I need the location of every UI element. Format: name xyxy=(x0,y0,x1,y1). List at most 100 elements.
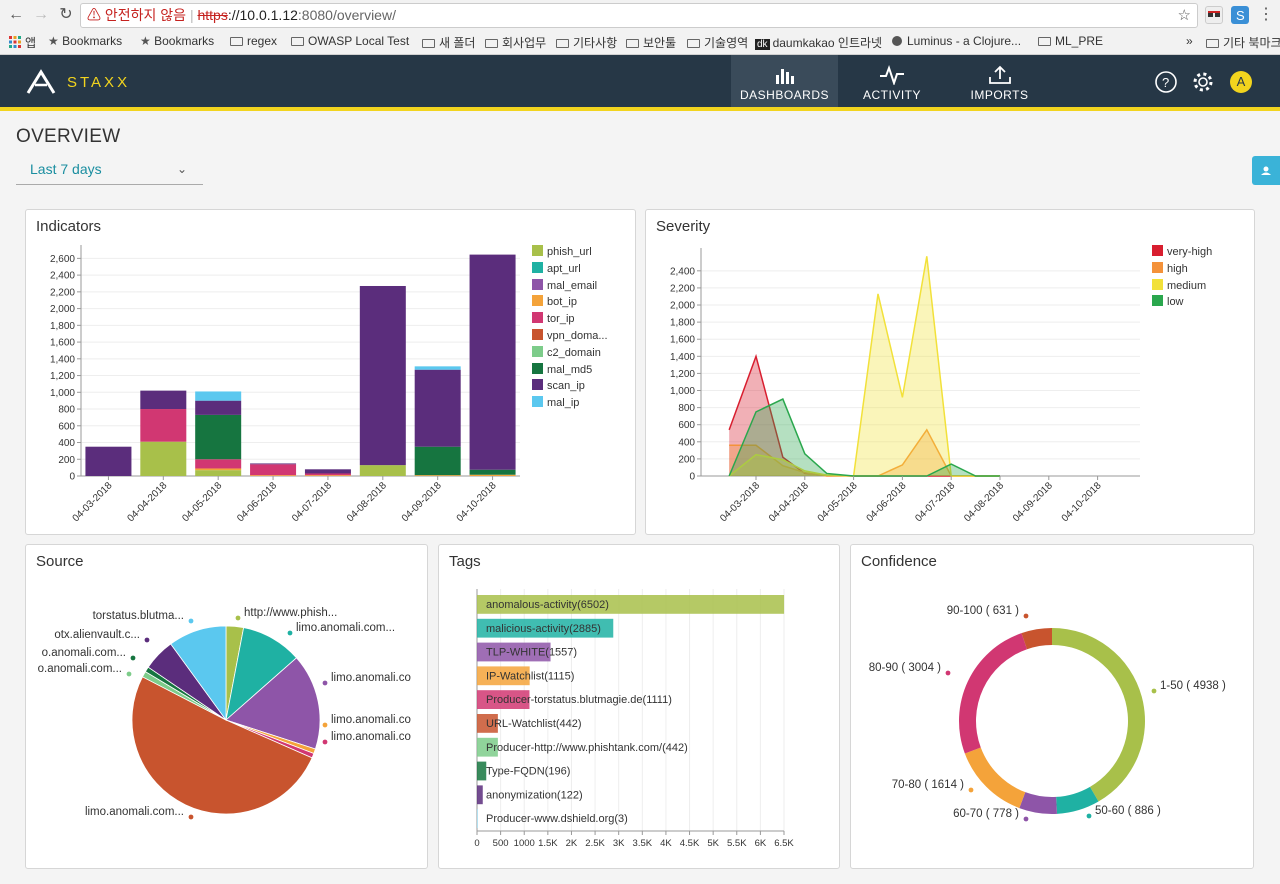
nav-activity[interactable]: ACTIVITY xyxy=(840,55,944,107)
legend-label: mal_md5 xyxy=(547,363,593,376)
bookmark-star-icon[interactable]: ☆ xyxy=(1177,7,1191,24)
bookmarks-bar: 앱 ★ Bookmarks ★ Bookmarks regex OWASP Lo… xyxy=(0,31,1280,53)
folder-icon xyxy=(556,39,569,48)
legend-item[interactable]: very-high xyxy=(1152,245,1212,258)
pie-slice xyxy=(131,676,313,815)
reload-icon[interactable]: ↻ xyxy=(59,6,73,23)
bookmark-label: 새 폴더 xyxy=(439,36,476,50)
x-tick-label: 5K xyxy=(707,838,719,849)
tag-label: anomalous-activity(6502) xyxy=(486,599,609,611)
legend-item[interactable]: mal_ip xyxy=(532,396,579,409)
date-range-select[interactable]: Last 7 days ⌄ xyxy=(16,155,203,185)
bookmark-folder[interactable]: 기술영역 xyxy=(687,34,748,51)
bar-segment xyxy=(359,465,406,476)
app-header: STAXX DASHBOARDS ACTIVITY IMPORTS ? A xyxy=(0,55,1280,111)
legend-item[interactable]: c2_domain xyxy=(532,345,601,359)
nav-dashboards[interactable]: DASHBOARDS xyxy=(731,55,838,107)
other-bookmarks[interactable]: 기타 북마크 xyxy=(1206,34,1280,51)
url-host: ://10.0.1.12 xyxy=(227,7,298,23)
x-tick-label: 04-03-2018 xyxy=(718,480,762,524)
bookmark-folder[interactable]: OWASP Local Test xyxy=(291,34,409,48)
bar-segment xyxy=(469,474,516,476)
folder-icon xyxy=(1206,39,1219,48)
x-tick-label: 04-06-2018 xyxy=(235,480,279,524)
bar-segment xyxy=(304,469,351,474)
warning-icon[interactable]: ⚠ xyxy=(87,7,101,23)
bookmark-folder[interactable]: 기타사항 xyxy=(556,34,617,51)
bookmark-folder[interactable]: 보안툴 xyxy=(626,34,676,51)
y-tick-label: 2,400 xyxy=(50,271,75,282)
tag-bar xyxy=(477,737,498,757)
bookmark-folder[interactable]: 회사업무 xyxy=(485,34,546,51)
bookmark-folder[interactable]: regex xyxy=(230,34,277,48)
side-panel-toggle[interactable] xyxy=(1252,156,1280,185)
legend-item[interactable]: low xyxy=(1152,295,1184,308)
label-dot xyxy=(126,671,132,677)
menu-icon[interactable]: ⋮ xyxy=(1258,6,1274,23)
x-tick-label: 5.5K xyxy=(727,838,747,849)
tag-bar xyxy=(477,809,478,828)
label-dot xyxy=(945,670,951,676)
bookmark-item[interactable]: dk daumkakao 인트라넷 xyxy=(755,34,882,51)
bookmark-item[interactable]: ★ Bookmarks xyxy=(48,34,122,48)
extension-icon[interactable] xyxy=(1205,6,1223,24)
legend-item[interactable]: vpn_doma... xyxy=(532,329,608,342)
confidence-panel: Confidence 1-50 ( 4938 ) 50-60 ( 886 ) 60-… xyxy=(850,544,1254,869)
slice-label: limo.anomali.co xyxy=(331,714,411,726)
y-tick-label: 1,600 xyxy=(50,338,75,349)
chevron-down-icon: ⌄ xyxy=(176,162,187,176)
label-dot xyxy=(322,739,328,745)
staxx-logo-icon[interactable] xyxy=(26,69,56,95)
brand-name[interactable]: STAXX xyxy=(67,74,131,91)
legend-item[interactable]: mal_md5 xyxy=(532,362,593,376)
bookmark-folder[interactable]: 새 폴더 xyxy=(422,34,475,51)
tag-label: Producer-http://www.phishtank.com/(442) xyxy=(486,742,688,754)
nav-imports[interactable]: IMPORTS xyxy=(946,55,1053,107)
tag-bar xyxy=(477,761,487,781)
avatar[interactable]: A xyxy=(1230,71,1252,93)
forward-icon[interactable]: → xyxy=(33,6,49,23)
legend-item[interactable]: phish_url xyxy=(532,245,592,258)
legend-item[interactable]: tor_ip xyxy=(532,312,575,325)
x-tick-label: 3K xyxy=(613,838,625,849)
tags-chart: 0 500 1000 1.5K 2K 2.5K 3K 3.5K 4K 4.5K 5K 5.5K 6K 6.… xyxy=(474,589,794,849)
extension-s-icon[interactable]: S xyxy=(1231,6,1249,24)
bookmark-item[interactable]: Luminus - a Clojure... xyxy=(892,34,1021,48)
label-dot xyxy=(968,787,974,793)
legend-item[interactable]: bot_ip xyxy=(532,295,577,308)
bar-segment xyxy=(195,459,242,469)
user-icon xyxy=(1261,166,1271,175)
legend-item[interactable]: high xyxy=(1152,261,1188,275)
donut-slice xyxy=(964,747,1026,809)
y-tick-label: 600 xyxy=(678,420,695,431)
bookmark-apps[interactable]: 앱 xyxy=(9,34,36,51)
bookmarks-overflow[interactable]: » xyxy=(1186,34,1193,48)
legend-item[interactable]: mal_email xyxy=(532,278,597,292)
help-icon[interactable]: ? xyxy=(1155,71,1177,93)
tag-bar xyxy=(477,595,785,614)
indicators-panel: Indicators 0 200 400 600 800 1,000 1,200 1,400 1… xyxy=(25,209,636,535)
x-tick-label: 04-04-2018 xyxy=(767,480,811,524)
legend-item[interactable]: apt_url xyxy=(532,261,581,275)
folder-icon xyxy=(687,39,700,48)
bookmark-folder[interactable]: ML_PRE xyxy=(1038,34,1103,48)
x-tick-label: 3.5K xyxy=(633,838,653,849)
back-icon[interactable]: ← xyxy=(8,6,24,23)
legend-item[interactable]: medium xyxy=(1152,278,1206,292)
tag-label: URL-Watchlist(442) xyxy=(486,718,582,730)
slice-label: limo.anomali.com... xyxy=(85,806,184,818)
legend-swatch xyxy=(532,278,543,290)
bar-segment xyxy=(414,366,461,370)
legend-item[interactable]: scan_ip xyxy=(532,379,585,392)
y-tick-label: 1,000 xyxy=(50,388,75,399)
x-tick-label: 0 xyxy=(474,838,479,849)
bar-segment xyxy=(469,469,516,475)
bookmark-item[interactable]: ★ Bookmarks xyxy=(140,34,214,48)
gear-icon[interactable] xyxy=(1192,71,1214,93)
bar-segment xyxy=(195,414,242,460)
label-dot xyxy=(235,615,241,621)
address-bar[interactable]: ⚠ 안전하지 않음 | https://10.0.1.12:8080/overv… xyxy=(80,3,1198,28)
legend-label: bot_ip xyxy=(547,296,577,309)
panel-title: Severity xyxy=(656,218,711,235)
insecure-label[interactable]: 안전하지 않음 xyxy=(104,7,187,23)
